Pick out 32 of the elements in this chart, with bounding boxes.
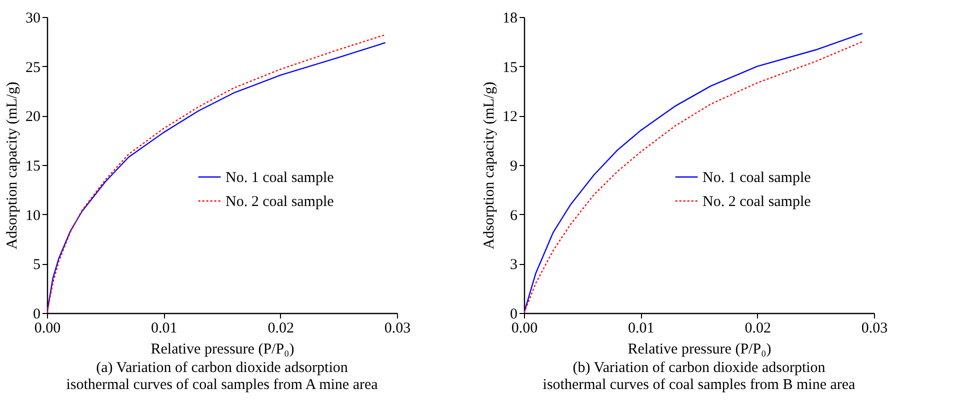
y-tick-label: 10	[26, 208, 40, 224]
x-tick-label: 0.01	[151, 320, 178, 336]
y-tick-label: 30	[26, 10, 40, 26]
y-axis-title: Adsorption capacity (mL/g)	[482, 82, 498, 250]
x-axis-title: Relative pressure (P/P₀)	[150, 342, 294, 358]
x-tick-label: 0.03	[384, 320, 411, 336]
legend-label: No. 2 coal sample	[702, 194, 812, 210]
text: (b) Variation of carbon dioxide adsorption isothermal curves of coal samples from B mine area	[542, 360, 856, 393]
y-axis-title: Adsorption capacity (mL/g)	[4, 82, 20, 250]
y-tick-label: 5	[33, 257, 40, 274]
y-tick-label: 0	[510, 306, 518, 322]
x-tick-label: 0.01	[628, 320, 654, 336]
text: (a) Variation of carbon dioxide adsorption isothermal curves of coal samples from A mine area	[66, 360, 378, 393]
y-tick-label: 6	[510, 208, 518, 224]
legend-label: No. 1 coal sample	[702, 170, 812, 186]
y-tick-label: 12	[502, 109, 518, 126]
y-tick-label: 20	[26, 109, 40, 126]
y-tick-label: 0	[33, 306, 40, 322]
x-tick-label: 0.02	[268, 320, 294, 336]
y-tick-label: 15	[502, 60, 518, 76]
legend-label: No. 1 coal sample	[226, 170, 334, 186]
y-tick-label: 25	[26, 60, 40, 76]
y-tick-label: 15	[26, 158, 40, 174]
x-tick-label: 0.03	[861, 320, 888, 336]
x-tick-label: 0.00	[511, 320, 538, 336]
y-tick-label: 3	[510, 257, 518, 274]
y-tick-label: 9	[510, 158, 518, 174]
legend-label: No. 2 coal sample	[226, 194, 334, 210]
y-tick-label: 18	[502, 10, 518, 26]
x-tick-label: 0.02	[744, 320, 771, 336]
x-tick-label: 0.00	[34, 320, 61, 336]
x-axis-title: Relative pressure (P/P₀)	[628, 342, 772, 358]
